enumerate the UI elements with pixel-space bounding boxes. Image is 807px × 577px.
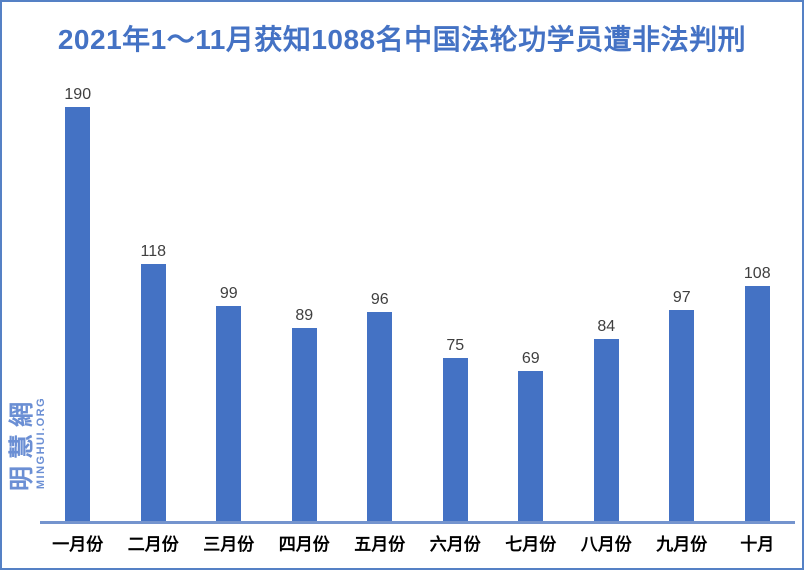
bar-value-label: 97 [672, 289, 691, 306]
bar [744, 286, 770, 522]
bar-slot: 69 [493, 82, 569, 522]
watermark-latin-text: MINGHUI.ORG [35, 396, 48, 490]
x-axis-label: 八月份 [580, 535, 632, 554]
bar [442, 358, 468, 522]
bar-slot: 99 [191, 82, 267, 522]
x-axis-label: 六月份 [429, 535, 481, 554]
bar-slot: 89 [267, 82, 343, 522]
bar-value-label: 108 [743, 265, 771, 282]
chart-title: 2021年1～11月获知1088名中国法轮功学员遭非法判刑 [57, 24, 747, 55]
bar-slot: 97 [644, 82, 720, 522]
bar-slot: 190 [40, 82, 116, 522]
minghui-watermark: 明慧網 MINGHUI.ORG [8, 376, 55, 510]
x-axis-label: 二月份 [127, 535, 179, 554]
bar [518, 371, 544, 522]
bar-value-label: 190 [64, 86, 92, 103]
bar-value-label: 118 [140, 243, 166, 260]
bar-value-label: 99 [219, 285, 238, 302]
x-axis-labels-row: 一月份 二月份 三月份 四月份 五月份 六月份 七月份 八月份 九月份 十月 [40, 530, 795, 555]
bar [367, 312, 393, 522]
bar-value-label: 84 [597, 318, 616, 335]
bar-value-label: 89 [295, 307, 314, 324]
bar-value-label: 96 [370, 291, 389, 308]
x-axis-label: 五月份 [354, 535, 406, 554]
bar-chart-plot-area: 190 118 99 89 96 75 69 84 97 108 [40, 82, 795, 522]
bar-slot: 84 [569, 82, 645, 522]
x-axis-label: 十月 [740, 535, 775, 554]
x-axis-label: 一月份 [52, 535, 104, 554]
bar [65, 107, 91, 522]
bar-value-label: 75 [446, 337, 465, 354]
bar [216, 306, 242, 522]
bar-slot: 75 [418, 82, 494, 522]
x-axis-label: 四月份 [278, 535, 330, 554]
bar [140, 264, 166, 522]
x-axis-label: 七月份 [505, 535, 557, 554]
watermark-cjk-text: 明慧網 [8, 395, 36, 492]
bar [291, 328, 317, 522]
bar-value-label: 69 [521, 350, 540, 367]
x-axis-line [40, 521, 795, 524]
bar-slot: 96 [342, 82, 418, 522]
x-axis-label: 九月份 [656, 535, 708, 554]
bar-slot: 118 [116, 82, 192, 522]
bar [669, 310, 695, 522]
bar [593, 339, 619, 522]
x-axis-label: 三月份 [203, 535, 255, 554]
bar-slot: 108 [720, 82, 796, 522]
